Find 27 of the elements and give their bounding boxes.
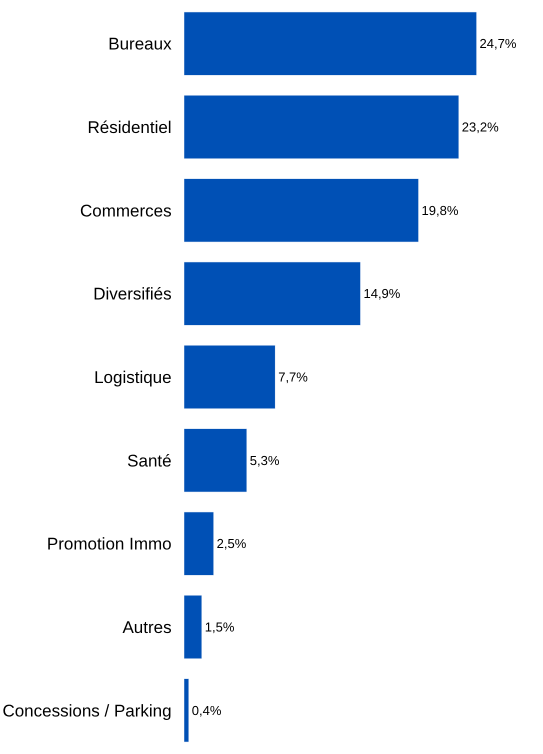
data-label: 2,5% [216,536,247,552]
data-label: 1,5% [204,620,235,634]
bar [184,512,214,576]
bar [184,595,202,659]
bar [184,262,361,326]
data-label: 5,3% [250,452,280,468]
bar [184,178,419,242]
bar [184,12,477,76]
y-tick-label: Concessions / Parking [2,701,172,720]
y-tick-label: Promotion Immo [46,534,172,554]
y-tick-label: Autres [122,618,172,637]
y-tick-label: Logistique [94,368,172,387]
data-label: 7,7% [278,370,308,384]
data-label: 24,7% [480,36,517,52]
y-tick-label: Diversifiés [93,284,172,304]
bar [184,345,276,409]
data-label: 19,8% [422,202,459,218]
y-tick-label: Résidentiel [87,118,172,137]
data-label: 0,4% [192,702,222,718]
bar [184,428,248,492]
bar [184,678,189,742]
y-tick-label: Commerces [80,201,172,220]
y-tick-label: Bureaux [108,34,172,54]
bar [184,95,460,159]
data-label: 14,9% [363,286,401,302]
y-tick-label: Santé [127,451,172,470]
data-label: 23,2% [462,120,500,134]
